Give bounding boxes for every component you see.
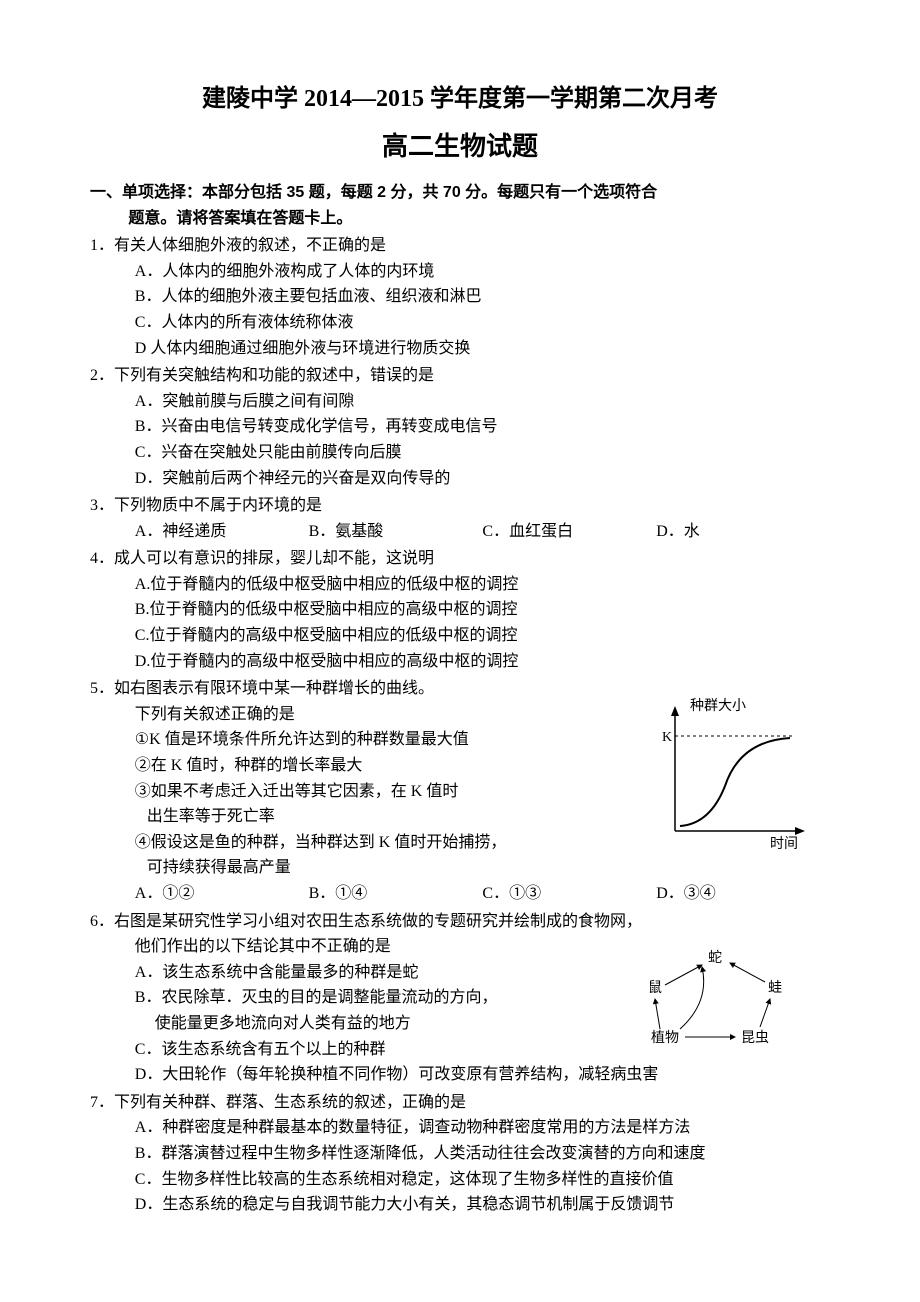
node-plant: 植物 [651,1030,679,1046]
q6-opt-d: D．大田轮作（每年轮换种植不同作物）可改变原有营养结构，减轻病虫害 [90,1062,830,1088]
q2-stem: 2．下列有关突触结构和功能的叙述中，错误的是 [90,363,830,389]
q4-stem: 4．成人可以有意识的排尿，婴儿却不能，这说明 [90,546,830,572]
q1-opt-a: A．人体内的细胞外液构成了人体的内环境 [90,259,830,285]
page-title-2: 高二生物试题 [90,126,830,168]
chart-klabel: K [662,730,672,745]
q4-opt-b: B.位于脊髓内的低级中枢受脑中相应的高级中枢的调控 [90,597,830,623]
q4-opt-a: A.位于脊髓内的低级中枢受脑中相应的低级中枢的调控 [90,572,830,598]
section-header: 一、单项选择：本部分包括 35 题，每题 2 分，共 70 分。每题只有一个选项… [90,180,830,231]
q4-opt-d: D.位于脊髓内的高级中枢受脑中相应的高级中枢的调控 [90,649,830,675]
page-title-1: 建陵中学 2014—2015 学年度第一学期第二次月考 [90,80,830,118]
food-web-svg: 蛇 鼠 蛙 植物 昆虫 [630,947,800,1057]
section-line1: 一、单项选择：本部分包括 35 题，每题 2 分，共 70 分。每题只有一个选项… [90,180,830,206]
q1-opt-b: B．人体的细胞外液主要包括血液、组织液和淋巴 [90,284,830,310]
node-snake: 蛇 [708,950,722,966]
q3-opt-a: A．神经递质 [135,519,309,545]
chart-ylabel: 种群大小 [690,698,746,714]
section-line2: 题意。请将答案填在答题卡上。 [90,206,830,232]
q5-opt-d: D．③④ [656,881,830,907]
q7-opt-c: C．生物多样性比较高的生态系统相对稳定，这体现了生物多样性的直接价值 [90,1167,830,1193]
q6-stem: 6．右图是某研究性学习小组对农田生态系统做的专题研究并绘制成的食物网， [90,909,830,935]
question-4: 4．成人可以有意识的排尿，婴儿却不能，这说明 A.位于脊髓内的低级中枢受脑中相应… [90,546,830,674]
q5-opt-a: A．①② [135,881,309,907]
question-2: 2．下列有关突触结构和功能的叙述中，错误的是 A．突触前膜与后膜之间有间隙 B．… [90,363,830,491]
question-5: 5．如右图表示有限环境中某一种群增长的曲线。 下列有关叙述正确的是 ①K 值是环… [90,676,830,906]
question-1: 1．有关人体细胞外液的叙述，不正确的是 A．人体内的细胞外液构成了人体的内环境 … [90,233,830,361]
growth-curve-svg: 种群大小 K 时间 [640,696,820,856]
q1-opt-c: C．人体内的所有液体统称体液 [90,310,830,336]
q3-opt-b: B．氨基酸 [309,519,483,545]
q3-opt-c: C．血红蛋白 [482,519,656,545]
q2-opt-c: C．兴奋在突触处只能由前膜传向后膜 [90,440,830,466]
q7-stem: 7．下列有关种群、群落、生态系统的叙述，正确的是 [90,1090,830,1116]
node-insect: 昆虫 [741,1030,769,1046]
q1-opt-d: D 人体内细胞通过细胞外液与环境进行物质交换 [90,336,830,362]
q5-opt-c: C．①③ [482,881,656,907]
q7-opt-a: A．种群密度是种群最基本的数量特征，调查动物种群密度常用的方法是样方法 [90,1115,830,1141]
growth-curve-chart: 种群大小 K 时间 [640,696,820,865]
q3-opt-d: D．水 [656,519,830,545]
q3-stem: 3．下列物质中不属于内环境的是 [90,493,830,519]
q2-opt-a: A．突触前膜与后膜之间有间隙 [90,389,830,415]
food-web-diagram: 蛇 鼠 蛙 植物 昆虫 [630,947,800,1066]
q2-opt-b: B．兴奋由电信号转变成化学信号，再转变成电信号 [90,414,830,440]
node-frog: 蛙 [768,980,782,996]
chart-xlabel: 时间 [770,836,798,852]
question-3: 3．下列物质中不属于内环境的是 A．神经递质 B．氨基酸 C．血红蛋白 D．水 [90,493,830,544]
q5-opt-b: B．①④ [309,881,483,907]
q7-opt-b: B．群落演替过程中生物多样性逐渐降低，人类活动往往会改变演替的方向和速度 [90,1141,830,1167]
q2-opt-d: D．突触前后两个神经元的兴奋是双向传导的 [90,466,830,492]
question-6: 6．右图是某研究性学习小组对农田生态系统做的专题研究并绘制成的食物网， 他们作出… [90,909,830,1088]
question-7: 7．下列有关种群、群落、生态系统的叙述，正确的是 A．种群密度是种群最基本的数量… [90,1090,830,1218]
node-mouse: 鼠 [648,980,662,996]
q7-opt-d: D．生态系统的稳定与自我调节能力大小有关，其稳态调节机制属于反馈调节 [90,1192,830,1218]
q4-opt-c: C.位于脊髓内的高级中枢受脑中相应的低级中枢的调控 [90,623,830,649]
q1-stem: 1．有关人体细胞外液的叙述，不正确的是 [90,233,830,259]
